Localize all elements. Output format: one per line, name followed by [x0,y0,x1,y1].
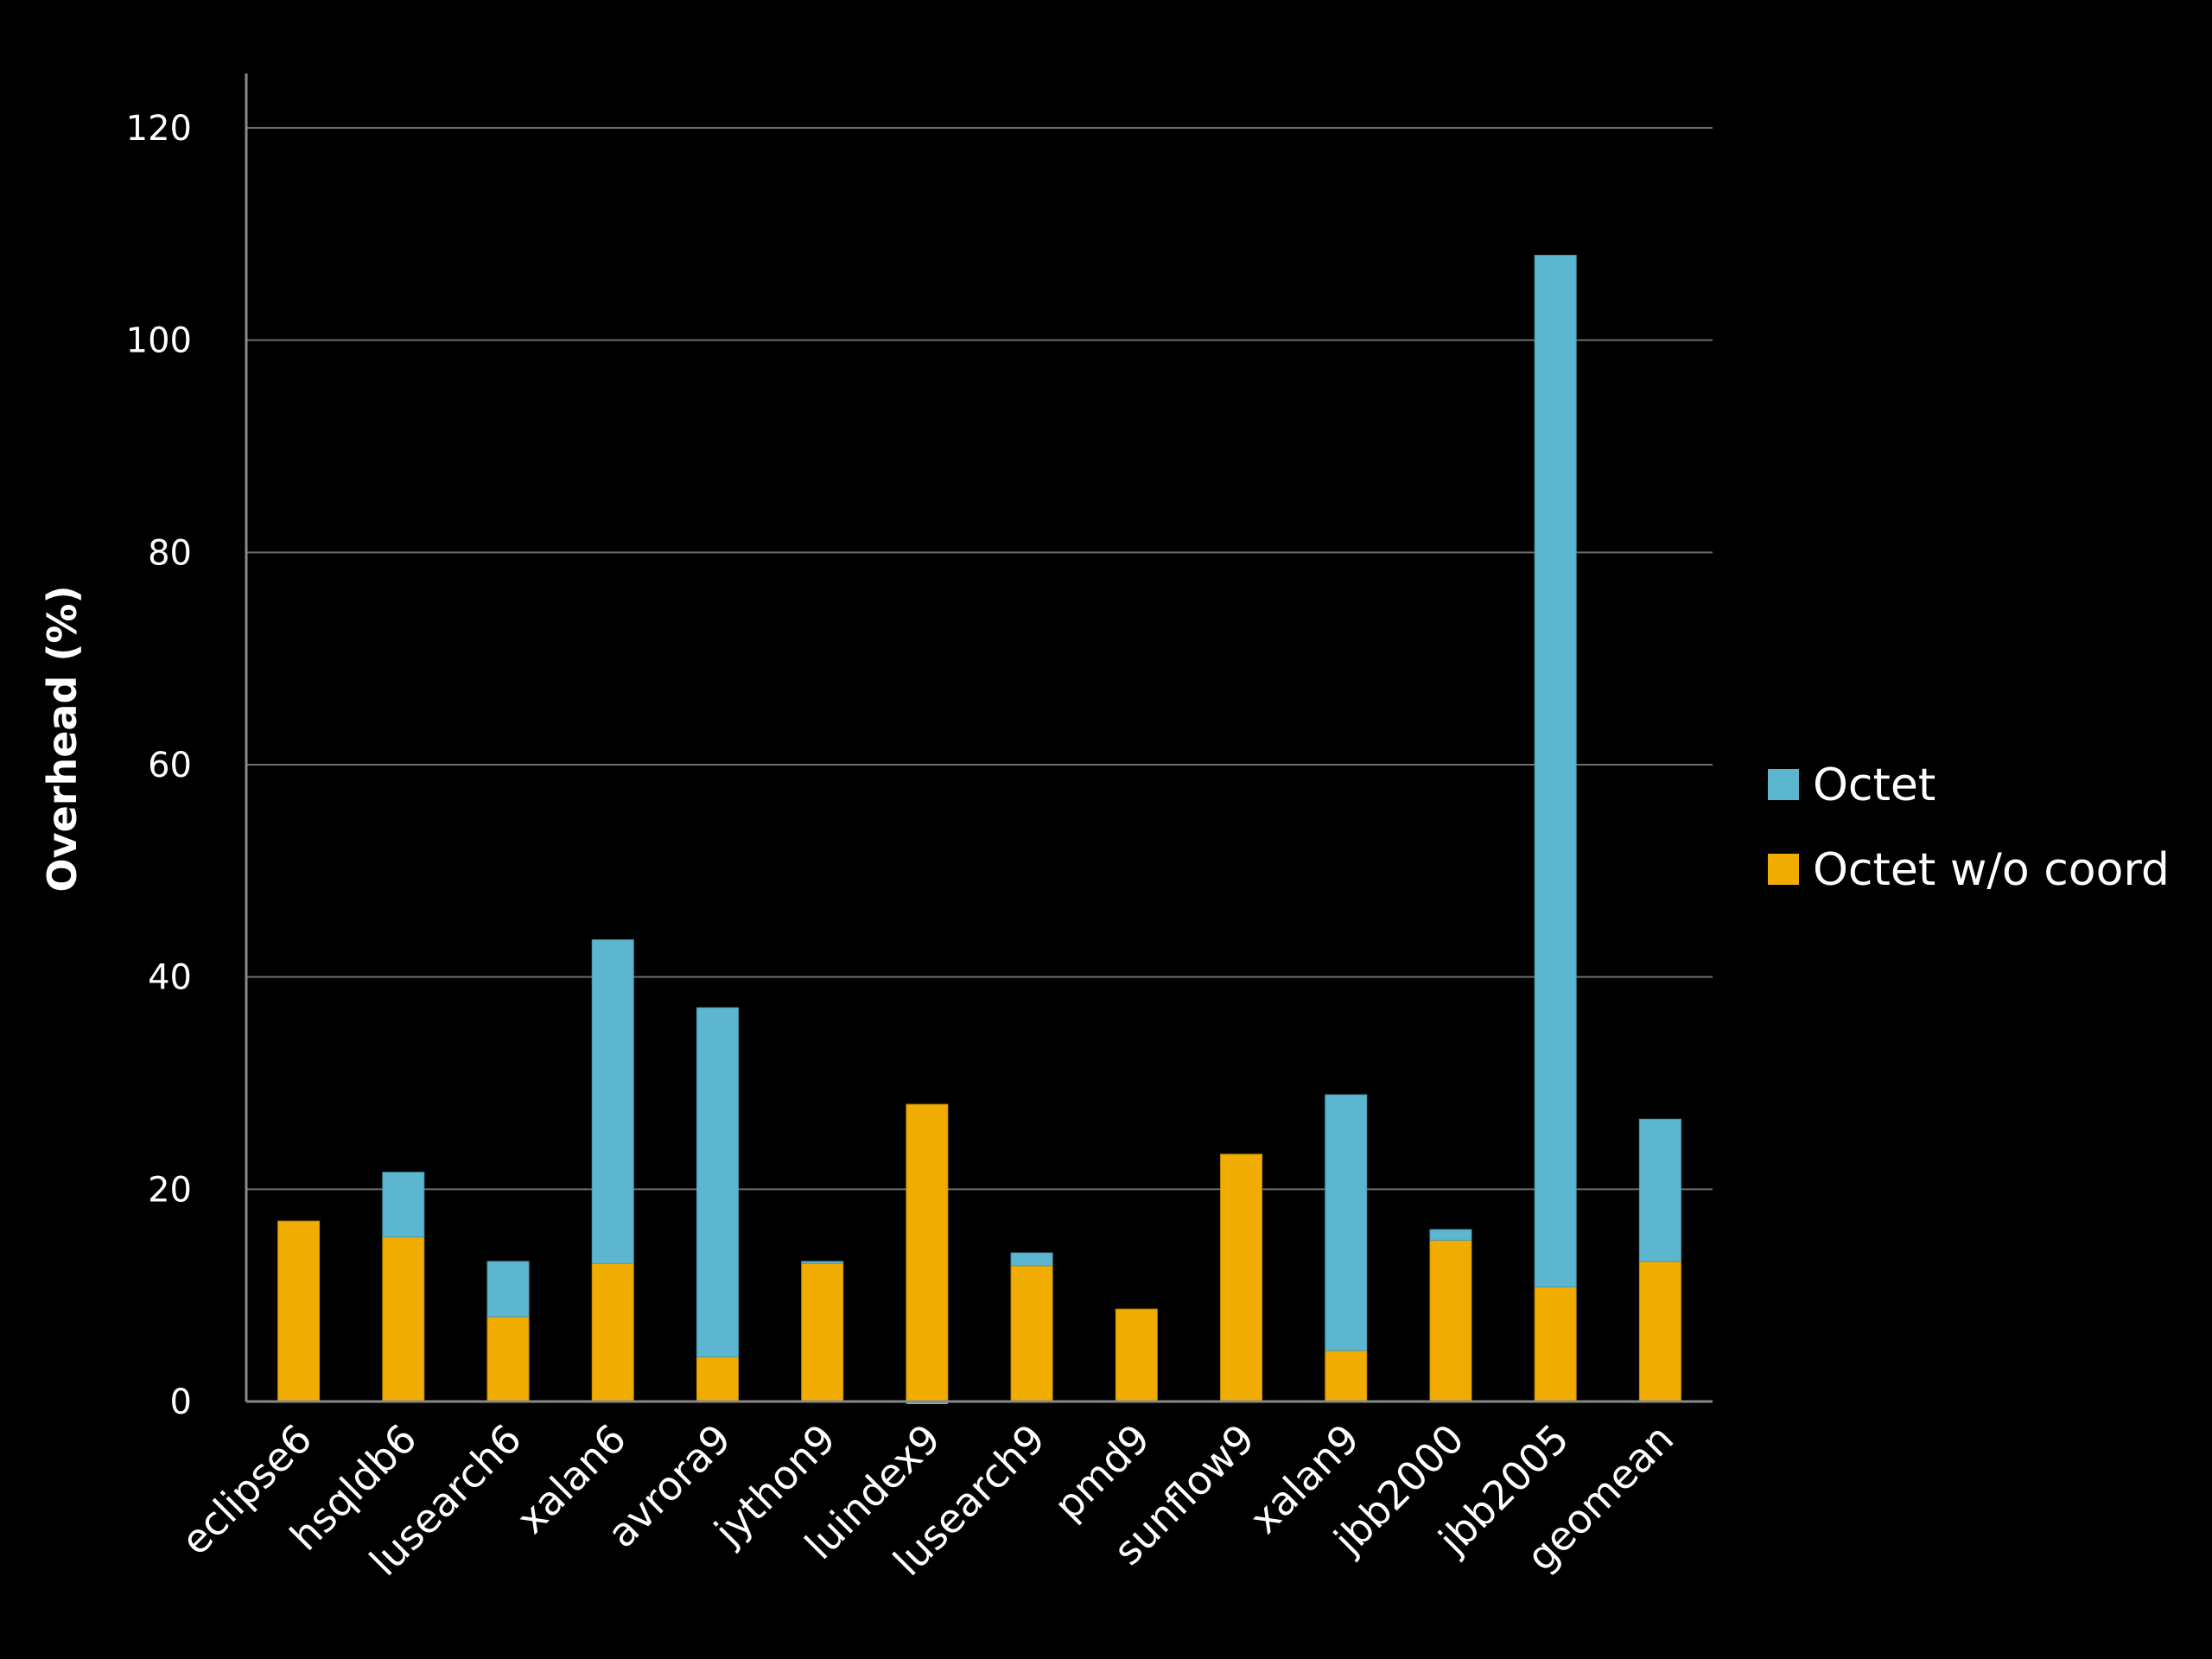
bar-octet-jbb2000 [1429,1229,1472,1241]
bar-octet-wo-coord-geomean [1638,1261,1681,1402]
legend-label: Octet w/o coord [1813,844,2170,896]
y-tick-label: 60 [148,746,192,785]
bar-octet-hsqldb6 [382,1172,425,1238]
bar-octet-wo-coord-eclipse6 [277,1220,321,1402]
x-tick-labels: eclipse6hsqldb6lusearch6xalan6avrora9jyt… [172,1415,1682,1586]
axes [245,73,1713,1403]
y-axis-label: Overhead (%) [39,585,86,892]
bar-octet-xalan6 [591,939,634,1264]
y-tick-label: 40 [148,958,192,998]
legend-swatch [1768,854,1799,885]
bar-octet-lusearch6 [486,1261,530,1318]
y-tick-labels: 0 20 40 60 80 100 120 [126,109,192,1422]
bars [277,254,1681,1404]
bar-octet-wo-coord-xalan9 [1325,1350,1368,1402]
bar-octet-wo-coord-jbb2005 [1534,1286,1577,1402]
gridlines [246,127,1713,1191]
bar-octet-wo-coord-jython9 [801,1262,844,1402]
y-tick-label: 80 [148,533,192,573]
bar-octet-jbb2005 [1534,254,1577,1287]
bar-octet-wo-coord-sunflow9 [1220,1154,1263,1402]
legend-swatch [1768,769,1799,800]
y-tick-label: 20 [148,1170,192,1210]
bar-octet-wo-coord-lusearch9 [1010,1265,1053,1402]
bar-octet-lusearch9 [1010,1252,1053,1267]
bar-octet-wo-coord-avrora9 [696,1356,739,1402]
legend-label: Octet [1813,760,1936,811]
bar-octet-wo-coord-hsqldb6 [382,1236,425,1402]
bar-octet-avrora9 [696,1007,739,1357]
bar-octet-geomean [1638,1118,1681,1262]
bar-octet-wo-coord-luindex9 [906,1103,949,1402]
bar-octet-xalan9 [1325,1094,1368,1351]
legend: Octet Octet w/o coord [1768,760,2170,896]
bar-octet-wo-coord-pmd9 [1115,1308,1158,1402]
y-tick-label: 0 [170,1382,192,1422]
y-tick-label: 100 [126,321,192,361]
bar-octet-wo-coord-lusearch6 [486,1316,530,1402]
bar-octet-jython9 [801,1261,844,1264]
bar-octet-wo-coord-xalan6 [591,1262,634,1402]
y-tick-label: 120 [126,109,192,149]
bar-octet-wo-coord-jbb2000 [1429,1239,1472,1402]
